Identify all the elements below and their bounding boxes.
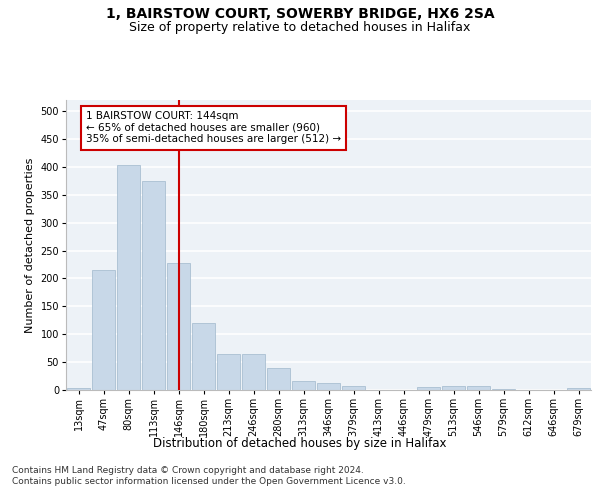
Bar [442, 386, 466, 390]
Text: 1, BAIRSTOW COURT, SOWERBY BRIDGE, HX6 2SA: 1, BAIRSTOW COURT, SOWERBY BRIDGE, HX6 2… [106, 8, 494, 22]
Bar [116, 165, 140, 390]
Bar [317, 383, 340, 390]
Bar [242, 354, 265, 390]
Text: Contains HM Land Registry data © Crown copyright and database right 2024.: Contains HM Land Registry data © Crown c… [12, 466, 364, 475]
Bar [142, 181, 166, 390]
Bar [467, 386, 490, 390]
Bar [292, 380, 316, 390]
Text: Distribution of detached houses by size in Halifax: Distribution of detached houses by size … [153, 438, 447, 450]
Bar [266, 368, 290, 390]
Bar [92, 270, 115, 390]
Text: Contains public sector information licensed under the Open Government Licence v3: Contains public sector information licen… [12, 478, 406, 486]
Bar [416, 386, 440, 390]
Bar [341, 386, 365, 390]
Bar [167, 263, 190, 390]
Bar [191, 323, 215, 390]
Y-axis label: Number of detached properties: Number of detached properties [25, 158, 35, 332]
Bar [491, 389, 515, 390]
Text: Size of property relative to detached houses in Halifax: Size of property relative to detached ho… [130, 21, 470, 34]
Bar [67, 388, 91, 390]
Bar [217, 354, 241, 390]
Bar [566, 388, 590, 390]
Text: 1 BAIRSTOW COURT: 144sqm
← 65% of detached houses are smaller (960)
35% of semi-: 1 BAIRSTOW COURT: 144sqm ← 65% of detach… [86, 111, 341, 144]
